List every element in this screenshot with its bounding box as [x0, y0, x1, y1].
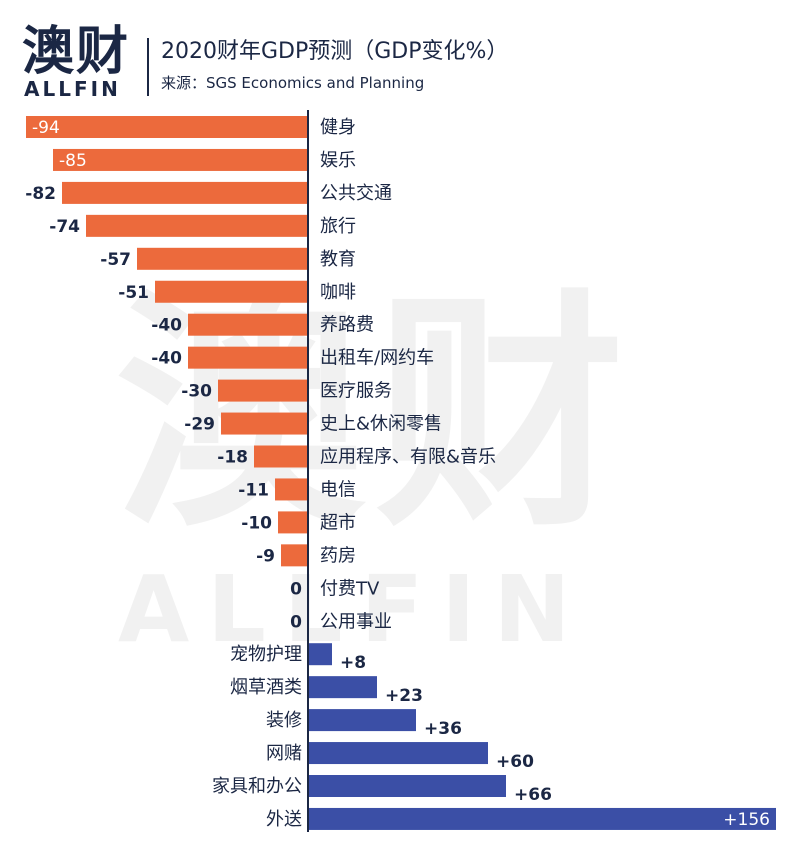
category-label-5: 教育	[320, 249, 356, 270]
bar-11	[254, 445, 308, 468]
category-label-12: 电信	[320, 479, 356, 500]
bar-7	[188, 313, 308, 336]
category-label-15: 付费TV	[320, 578, 380, 599]
category-label-2: 娱乐	[320, 150, 356, 171]
brand-logo-cn: 澳财	[22, 22, 131, 82]
value-label-1: -94	[32, 118, 60, 138]
bar-17	[308, 643, 332, 666]
category-label-17: 宠物护理	[230, 644, 302, 665]
chart-source: 来源：SGS Economics and Planning	[161, 74, 425, 92]
category-label-11: 应用程序、有限&音乐	[320, 447, 496, 468]
category-label-13: 超市	[320, 512, 356, 533]
bar-1	[26, 116, 308, 138]
bar-10	[221, 412, 308, 435]
value-label-14: -9	[256, 546, 275, 566]
bar-22	[308, 807, 776, 830]
category-label-14: 药房	[320, 545, 356, 566]
bar-2	[53, 148, 308, 171]
bar-5	[137, 247, 308, 270]
bar-13	[278, 511, 308, 534]
bar-21	[308, 775, 506, 797]
chart-header: 澳财 ALLFIN 2020财年GDP预测（GDP变化%） 来源：SGS Eco…	[0, 0, 801, 110]
bar-14	[281, 544, 308, 567]
category-label-9: 医疗服务	[320, 381, 392, 402]
value-label-20: +60	[496, 752, 534, 772]
value-label-2: -85	[59, 151, 87, 171]
value-label-6: -51	[118, 283, 149, 303]
bar-8	[188, 346, 308, 369]
value-label-16: 0	[290, 612, 302, 632]
category-label-4: 旅行	[320, 216, 356, 237]
bar-19	[308, 709, 416, 732]
bar-3	[62, 181, 308, 204]
value-label-22: +156	[723, 810, 770, 830]
value-label-9: -30	[181, 382, 212, 402]
category-label-22: 外送	[266, 809, 302, 830]
category-label-18: 烟草酒类	[230, 677, 302, 698]
category-label-7: 养路费	[320, 315, 374, 336]
value-label-15: 0	[290, 579, 302, 599]
bar-9	[218, 379, 308, 402]
category-label-6: 咖啡	[320, 282, 356, 303]
value-label-18: +23	[385, 686, 423, 706]
category-label-20: 网赌	[266, 743, 302, 764]
value-label-17: +8	[340, 653, 366, 673]
chart-title: 2020财年GDP预测（GDP变化%）	[161, 39, 509, 64]
category-label-1: 健身	[320, 117, 356, 138]
category-label-3: 公共交通	[320, 183, 392, 204]
bar-4	[86, 214, 308, 237]
bar-6	[155, 280, 308, 303]
bar-18	[308, 676, 377, 699]
value-label-12: -11	[238, 480, 269, 500]
value-label-5: -57	[100, 250, 131, 270]
value-label-7: -40	[151, 316, 182, 336]
category-label-8: 出租车/网约车	[320, 348, 434, 369]
header-divider	[147, 38, 149, 96]
value-label-21: +66	[514, 785, 552, 805]
category-label-21: 家具和办公	[212, 776, 302, 797]
brand-logo-en: ALLFIN	[24, 77, 121, 101]
category-label-19: 装修	[266, 710, 302, 731]
value-label-19: +36	[424, 719, 462, 739]
value-label-13: -10	[241, 513, 272, 533]
value-label-3: -82	[25, 184, 56, 204]
value-label-11: -18	[217, 448, 248, 468]
category-label-16: 公用事业	[320, 611, 392, 632]
value-label-4: -74	[49, 217, 80, 237]
value-label-10: -29	[184, 415, 215, 435]
bar-20	[308, 742, 488, 765]
value-label-8: -40	[151, 349, 182, 369]
category-label-10: 史上&休闲零售	[320, 414, 442, 435]
bar-12	[275, 478, 308, 501]
